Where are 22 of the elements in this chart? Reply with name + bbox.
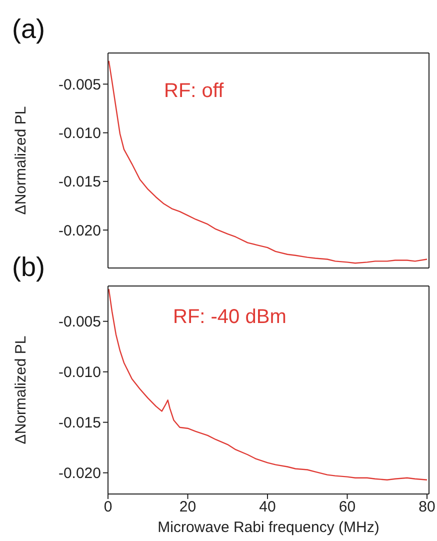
x-tick-label: 60 [338,498,356,516]
annotation: RF: -40 dBm [173,306,286,329]
x-tick-label: 20 [179,498,196,516]
y-tick-label: -0.020 [58,222,101,240]
annotation: RF: off [164,80,224,103]
chart-title: (a) [12,14,45,45]
y-axis-title: ΔNormalized PL [12,106,30,215]
x-tick-label: 80 [418,498,436,516]
x-tick-label: 40 [259,498,276,516]
y-tick-label: -0.010 [58,125,101,142]
line-series [108,288,428,480]
x-axis-title: Microwave Rabi frequency (MHz) [158,519,380,536]
y-tick-label: -0.020 [58,465,101,482]
y-tick-label: -0.005 [58,76,101,94]
y-tick-label: -0.015 [58,174,101,191]
line-series [108,60,428,264]
y-tick-label: -0.010 [58,364,101,382]
y-tick-label: -0.005 [58,314,101,331]
y-axis-title: ΔNormalized PL [12,336,30,444]
x-tick-label: 0 [104,498,112,516]
chart-title: (b) [12,252,45,283]
y-tick-label: -0.015 [58,414,101,432]
